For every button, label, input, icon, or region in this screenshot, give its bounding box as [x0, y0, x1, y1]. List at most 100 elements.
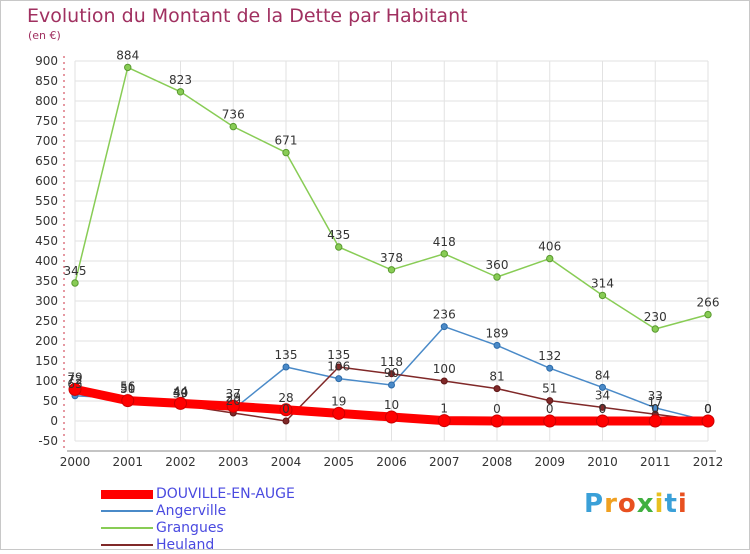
point-s3-4	[282, 417, 290, 425]
x-tick-label-1: 2001	[112, 455, 143, 469]
x-tick-label-10: 2010	[587, 455, 618, 469]
point-s0-10	[596, 414, 609, 428]
point-s0-3	[226, 399, 240, 413]
y-tick-label-4: 150	[35, 354, 58, 368]
data-label-s1-0: 63	[67, 377, 82, 391]
point-s0-11	[648, 414, 662, 428]
x-tick-label-12: 2012	[693, 455, 724, 469]
data-label-s1-1: 56	[120, 380, 135, 394]
logo-letter-6: i	[677, 489, 688, 519]
point-s0-4	[279, 403, 293, 417]
y-tick-label-19: 900	[35, 54, 58, 68]
point-s0-9	[543, 414, 557, 428]
data-label-s2-11: 230	[644, 310, 667, 324]
data-label-s2-1: 884	[116, 48, 139, 62]
data-label-s1-3: 29	[226, 390, 241, 404]
data-label-s2-3: 736	[222, 108, 245, 122]
chart-title: Evolution du Montant de la Dette par Hab…	[27, 5, 468, 27]
x-tick-label-8: 2008	[482, 455, 513, 469]
data-label-s1-10: 84	[595, 368, 610, 382]
data-label-s0-3: 37	[226, 387, 241, 401]
legend-label-1: Angerville	[156, 503, 227, 519]
data-label-s0-11: 0	[651, 402, 659, 416]
data-label-s3-6: 118	[380, 355, 403, 369]
y-tick-label-6: 250	[35, 314, 58, 328]
point-s1-10	[599, 383, 606, 391]
point-s0-12	[701, 414, 715, 428]
point-s3-5	[335, 363, 343, 371]
legend-label-0: DOUVILLE-EN-AUGE	[156, 486, 295, 502]
point-s3-9	[546, 397, 554, 405]
proxiti-logo: Proxiti	[584, 489, 688, 519]
y-tick-label-16: 750	[35, 114, 58, 128]
logo-letter-1: r	[604, 489, 618, 519]
point-s2-9	[546, 254, 554, 263]
logo-letter-3: x	[636, 489, 655, 519]
data-label-s3-12: 0	[704, 402, 712, 416]
point-s0-0	[68, 382, 82, 396]
y-tick-label-15: 700	[35, 134, 58, 148]
data-label-s3-0: 72	[67, 373, 82, 387]
point-s1-4	[282, 363, 290, 371]
point-s2-7	[440, 250, 448, 258]
data-label-s0-1: 51	[120, 382, 135, 396]
point-s0-5	[332, 406, 346, 420]
y-tick-label-12: 550	[35, 194, 58, 208]
point-s0-8	[490, 414, 504, 428]
legend-swatch-2	[101, 527, 153, 529]
y-tick-label-14: 650	[35, 154, 58, 168]
point-s1-9	[546, 364, 554, 372]
data-label-s0-6: 10	[384, 398, 399, 412]
point-s2-10	[598, 291, 607, 300]
data-label-s2-2: 823	[169, 73, 192, 87]
data-label-s1-7: 236	[433, 308, 456, 322]
y-tick-label-13: 600	[35, 174, 58, 188]
data-label-s3-5: 135	[327, 348, 350, 362]
point-s3-8	[493, 385, 501, 393]
point-s3-6	[388, 370, 395, 378]
data-label-s3-3: 20	[226, 394, 241, 408]
point-s1-7	[440, 323, 448, 331]
y-tick-label-9: 400	[35, 254, 58, 268]
x-tick-label-7: 2007	[429, 455, 460, 469]
point-s2-2	[176, 88, 185, 96]
y-tick-label-8: 350	[35, 274, 58, 288]
legend-swatch-1	[101, 510, 153, 512]
legend-label-2: Grangues	[156, 520, 224, 536]
x-tick-label-3: 2003	[218, 455, 249, 469]
x-tick-label-2: 2002	[165, 455, 196, 469]
data-label-s1-6: 90	[384, 366, 399, 380]
data-label-s3-8: 81	[489, 370, 504, 384]
y-tick-label-11: 500	[35, 214, 58, 228]
y-tick-label-7: 300	[35, 294, 58, 308]
data-label-s0-5: 19	[331, 394, 346, 408]
logo-letter-0: P	[584, 489, 605, 519]
point-s2-0	[71, 279, 79, 287]
x-tick-label-6: 2006	[376, 455, 407, 469]
y-tick-label-1: 0	[50, 414, 58, 428]
point-s2-6	[387, 266, 396, 274]
point-s1-5	[335, 375, 343, 383]
y-tick-label-3: 100	[35, 374, 58, 388]
data-label-s0-0: 79	[67, 370, 82, 384]
data-label-s3-11: 17	[648, 395, 663, 409]
data-label-s0-7: 1	[440, 402, 448, 416]
point-s2-12	[704, 310, 712, 319]
data-label-s1-5: 106	[327, 360, 350, 374]
data-label-s0-4: 28	[278, 391, 293, 405]
point-s3-10	[599, 403, 606, 411]
y-tick-label-10: 450	[35, 234, 58, 248]
data-label-s3-4: 0	[282, 402, 290, 416]
data-label-s3-10: 34	[595, 388, 610, 402]
y-tick-label-0: -50	[38, 434, 58, 448]
chart-unit-label: (en €)	[28, 29, 61, 42]
data-label-s0-9: 0	[546, 402, 554, 416]
point-s2-3	[229, 122, 237, 131]
point-s2-8	[493, 273, 501, 281]
point-s2-4	[282, 148, 290, 157]
data-label-s2-4: 671	[275, 134, 298, 148]
point-s0-6	[385, 410, 398, 424]
data-label-s0-10: 0	[599, 402, 607, 416]
